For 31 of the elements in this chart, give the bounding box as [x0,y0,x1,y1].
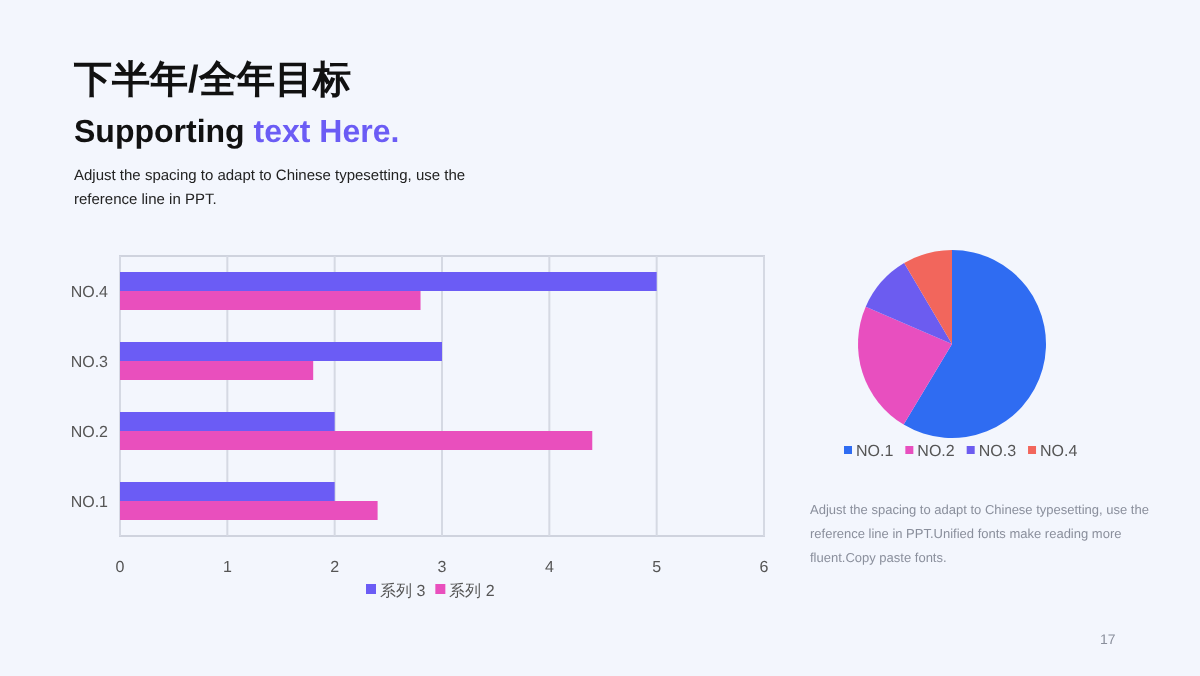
x-tick-label: 0 [115,558,126,576]
legend-label: NO.1 [856,442,895,460]
x-tick-label: 3 [437,558,448,576]
pie-slice [904,250,952,344]
pie-slice [903,250,1046,438]
bar [120,482,335,501]
legend-label: 系列 3 [380,582,427,600]
bar [120,272,657,291]
x-tick-label: 5 [652,558,663,576]
bar [120,431,593,450]
legend-label: NO.2 [917,442,956,460]
bar [120,291,421,310]
chart-title: 下半年/全年目标 [74,58,351,106]
y-tick-label: NO.1 [70,493,110,511]
x-tick-label: 4 [544,558,555,576]
legend-label: NO.4 [1040,442,1079,460]
x-tick-label: 6 [759,558,770,576]
bar [120,342,442,361]
pie-slice [858,306,952,425]
legend-label: NO.3 [978,442,1018,460]
x-tick-label: 2 [330,558,341,576]
bar [120,412,335,431]
y-tick-label: NO.2 [70,423,110,441]
bar [120,501,378,520]
pie-slice [865,263,952,344]
chart-subtitle: Supporting text Here. [74,116,400,152]
x-tick-label: 1 [222,558,233,576]
y-tick-label: NO.3 [70,353,110,371]
y-tick-label: NO.4 [70,283,110,301]
legend-label: 系列 2 [449,582,496,600]
bar [120,361,314,380]
